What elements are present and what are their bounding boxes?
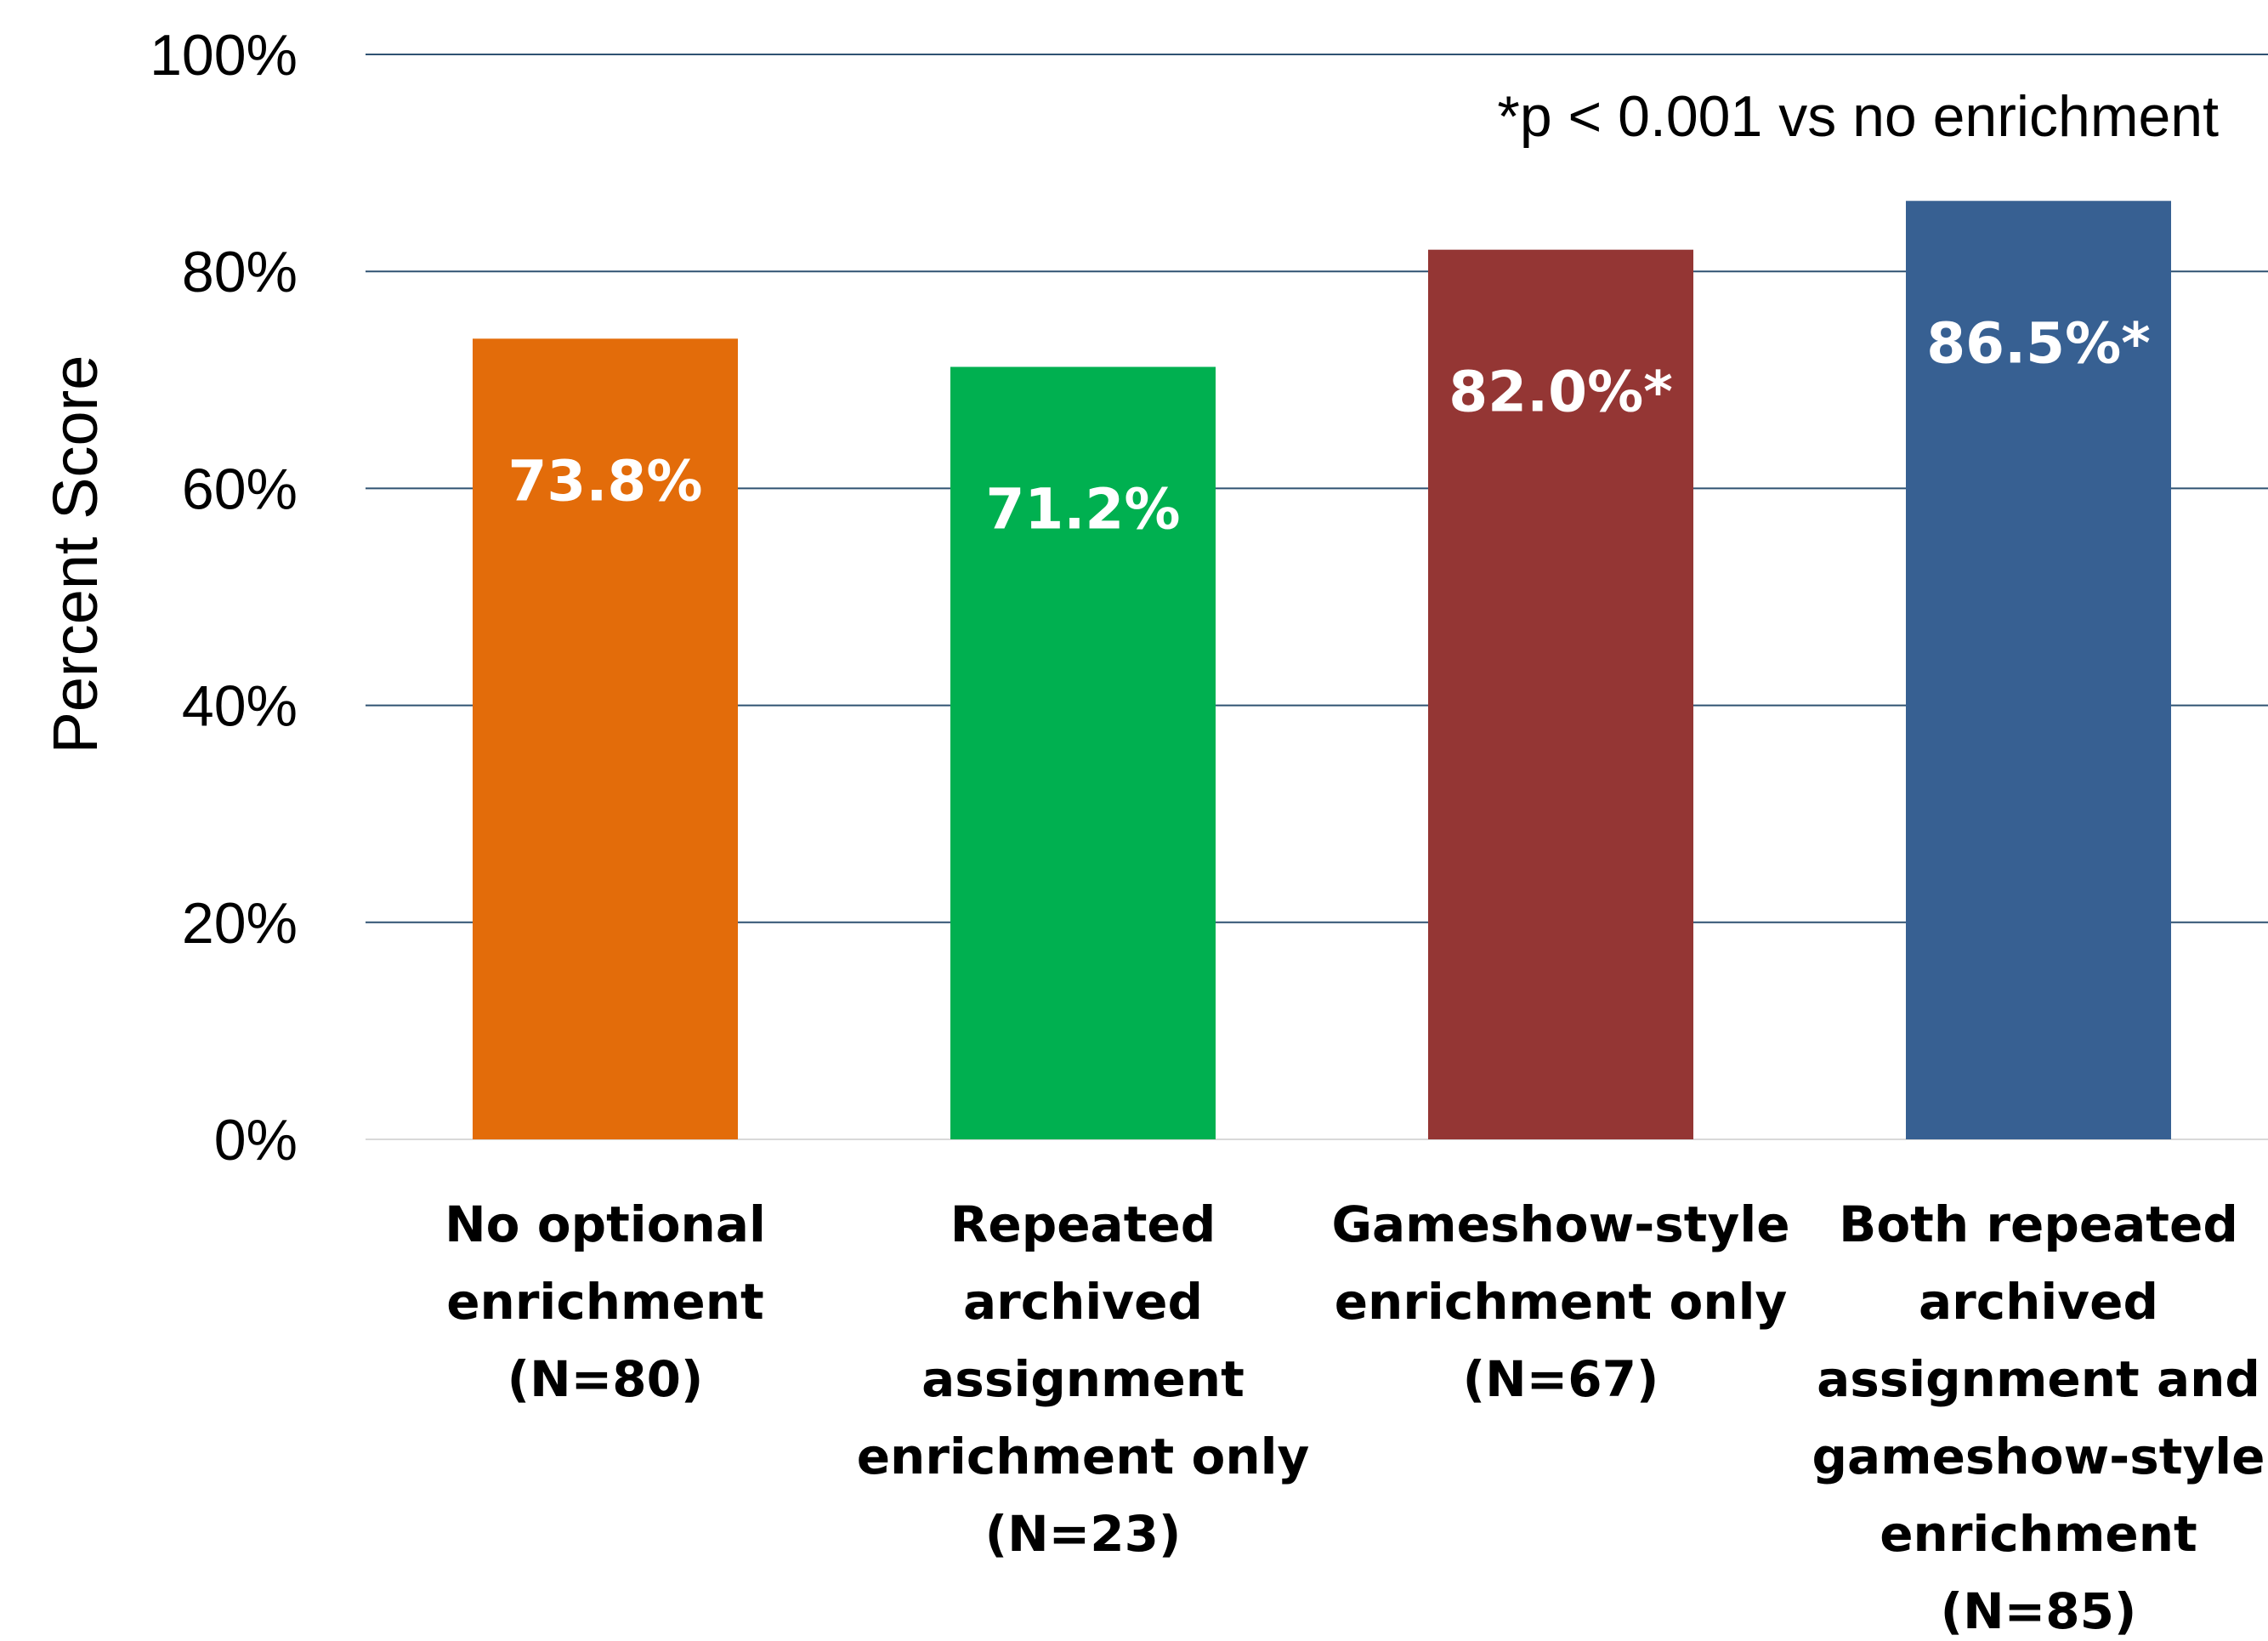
y-tick-label-20: 20% bbox=[182, 891, 298, 956]
category-label-line: archived bbox=[963, 1273, 1203, 1331]
category-label-line: assignment bbox=[921, 1350, 1245, 1408]
category-label-4: Both repeated archived assignment and games… bbox=[1812, 1195, 2265, 1640]
category-label-line: gameshow-style bbox=[1812, 1428, 2265, 1485]
y-tick-label-40: 40% bbox=[182, 674, 298, 739]
y-tick-label-80: 80% bbox=[182, 240, 298, 304]
data-label-2: 71.2% bbox=[986, 476, 1181, 542]
category-label-line: enrichment bbox=[446, 1273, 764, 1331]
data-label-3: 82.0%* bbox=[1449, 360, 1672, 425]
y-axis-title: Percent Score bbox=[40, 355, 111, 754]
category-label-line: (N=67) bbox=[1463, 1350, 1659, 1408]
y-tick-label-60: 60% bbox=[182, 457, 298, 521]
category-label-line: Repeated bbox=[950, 1195, 1216, 1253]
data-label-4: 86.5%* bbox=[1926, 310, 2150, 376]
category-label-line: No optional bbox=[445, 1195, 766, 1253]
category-label-line: (N=85) bbox=[1941, 1582, 2137, 1640]
category-label-1: No optional enrichment (N=80) bbox=[445, 1195, 766, 1408]
category-label-line: enrichment only bbox=[857, 1428, 1310, 1485]
category-label-line: (N=23) bbox=[985, 1505, 1182, 1563]
category-label-line: Gameshow-style bbox=[1331, 1195, 1789, 1253]
category-label-line: archived bbox=[1919, 1273, 2158, 1331]
bar-3 bbox=[1428, 249, 1693, 1140]
data-label-1: 73.8% bbox=[508, 448, 703, 514]
category-label-line: enrichment bbox=[1880, 1505, 2197, 1563]
category-labels: No optional enrichment (N=80) Repeated archi… bbox=[445, 1195, 2265, 1640]
category-label-line: (N=80) bbox=[507, 1350, 704, 1408]
category-label-line: enrichment only bbox=[1335, 1273, 1788, 1331]
category-label-line: Both repeated bbox=[1839, 1195, 2238, 1253]
category-label-2: Repeated archived assignment enrichment onl… bbox=[857, 1195, 1310, 1563]
data-labels: 73.8% 71.2% 82.0%* 86.5%* bbox=[508, 310, 2151, 542]
category-label-line: assignment and bbox=[1817, 1350, 2260, 1408]
bars bbox=[473, 201, 2171, 1140]
category-label-3: Gameshow-style enrichment only (N=67) bbox=[1331, 1195, 1789, 1408]
y-tick-label-0: 0% bbox=[214, 1108, 298, 1173]
y-axis-ticks: 0% 20% 40% 60% 80% 100% bbox=[150, 23, 298, 1173]
significance-note: *p < 0.001 vs no enrichment bbox=[1497, 84, 2219, 149]
bar-1 bbox=[473, 338, 738, 1139]
bar-2 bbox=[950, 366, 1216, 1139]
bar-4 bbox=[1906, 201, 2171, 1139]
y-tick-label-100: 100% bbox=[150, 23, 298, 88]
